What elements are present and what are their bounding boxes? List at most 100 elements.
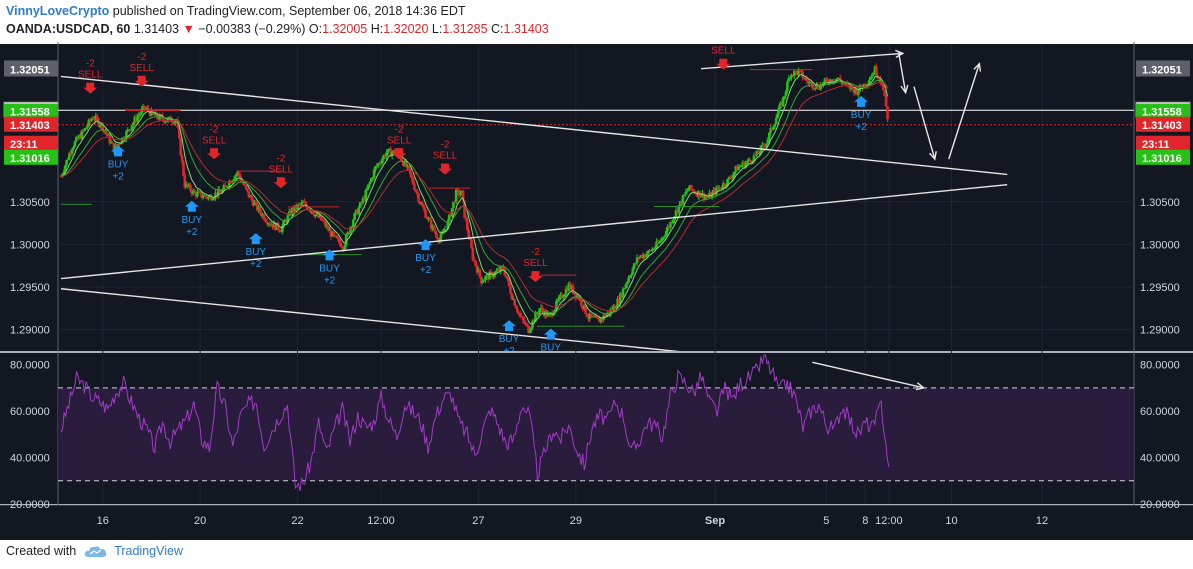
buy-arrow-icon — [854, 95, 869, 107]
candle-body — [276, 222, 280, 230]
candle-body — [215, 192, 219, 196]
candle-body — [756, 151, 760, 154]
candle-body — [724, 185, 728, 187]
ema-slow-line — [60, 82, 888, 312]
buy-count-label: +2 — [324, 275, 336, 286]
candle-body — [446, 221, 450, 230]
candle-body — [600, 318, 604, 320]
price-tick-label-right: 1.29000 — [1140, 325, 1180, 337]
candle-body — [627, 277, 631, 282]
candle-body — [336, 237, 340, 239]
candle-body — [150, 109, 153, 116]
time-tick-label: 22 — [291, 515, 303, 527]
candle-body — [337, 238, 341, 243]
tradingview-link[interactable]: TradingView — [114, 544, 183, 558]
candle-body — [111, 142, 114, 144]
trendline — [701, 52, 903, 70]
candle-body — [815, 84, 818, 89]
candle-body — [265, 221, 269, 224]
candle-body — [631, 268, 635, 275]
candle-body — [410, 174, 413, 178]
candle-body — [144, 108, 148, 110]
candle-body — [235, 174, 238, 177]
candle-body — [709, 192, 713, 198]
candle-body — [73, 141, 77, 147]
candle-body — [518, 313, 522, 317]
candle-body — [129, 129, 132, 131]
candle-body — [104, 129, 107, 133]
buy-arrow-icon — [543, 328, 558, 340]
candle-body — [197, 191, 201, 193]
candle-body — [506, 277, 509, 280]
candle-body — [699, 196, 703, 198]
candle-body — [456, 189, 459, 191]
candle-body — [639, 255, 643, 257]
buy-arrow-icon — [418, 239, 433, 251]
candle-body — [727, 177, 731, 180]
candle-body — [722, 183, 725, 189]
candle-body — [552, 313, 555, 316]
candle-body — [570, 285, 573, 289]
candle-body — [435, 233, 438, 239]
candle-body — [766, 139, 770, 144]
candle-body — [436, 238, 440, 242]
candle-body — [877, 78, 881, 80]
candle-body — [474, 260, 477, 266]
candle-body — [670, 222, 674, 224]
candle-body — [452, 201, 455, 209]
candle-body — [440, 232, 444, 234]
price-tick-label-right: 1.30000 — [1140, 239, 1180, 251]
candle-body — [787, 78, 791, 82]
candle-body — [236, 171, 240, 175]
candle-body — [535, 313, 539, 315]
candle-body — [208, 195, 212, 197]
sell-arrow-icon — [438, 163, 453, 175]
candle-body — [680, 201, 683, 204]
candle-body — [187, 184, 191, 187]
candle-body — [203, 195, 206, 197]
candle-body — [279, 231, 283, 233]
candle-body — [267, 223, 270, 225]
candle-body — [81, 130, 85, 132]
candle-body — [745, 161, 749, 164]
candle-body — [872, 74, 875, 76]
candle-body — [819, 84, 823, 90]
candle-body — [77, 135, 81, 139]
candle-body — [538, 308, 541, 314]
candle-body — [251, 199, 255, 206]
projection-arrow-line — [913, 86, 936, 160]
candle-body — [546, 313, 550, 317]
candle-body — [165, 121, 169, 123]
candle-body — [390, 152, 394, 157]
candle-body — [471, 248, 475, 260]
candle-body — [62, 171, 66, 175]
price-tick-label-left: 1.30500 — [10, 197, 50, 209]
candle-body — [713, 189, 717, 195]
candle-body — [303, 202, 306, 204]
candle-body — [424, 209, 427, 218]
price-label-bg-left — [4, 116, 58, 132]
candle-body — [623, 288, 626, 290]
candle-body — [278, 229, 281, 232]
price-chart[interactable]: 1.30500 1.30500 1.30000 1.30000 1.29500 1.295… — [0, 42, 1193, 540]
price-label-right: 1.31558 — [1142, 107, 1182, 119]
rsi-tick-label-right: 60.0000 — [1140, 406, 1180, 418]
buy-label: BUY — [499, 334, 520, 345]
candle-body — [427, 218, 430, 220]
candle-body — [225, 185, 228, 188]
candle-body — [652, 248, 656, 250]
sell-arrow-icon — [134, 75, 149, 87]
author-link[interactable]: VinnyLoveCrypto — [6, 4, 110, 18]
candle-body — [587, 316, 590, 319]
candle-body — [788, 77, 792, 79]
candle-body — [375, 165, 379, 167]
candle-body — [214, 192, 217, 198]
last-price: 1.31403 — [133, 22, 179, 36]
rsi-tick-label-right: 40.0000 — [1140, 453, 1180, 465]
candle-body — [513, 298, 516, 306]
candle-body — [95, 115, 99, 119]
candle-body — [98, 125, 102, 127]
candle-body — [875, 66, 878, 76]
